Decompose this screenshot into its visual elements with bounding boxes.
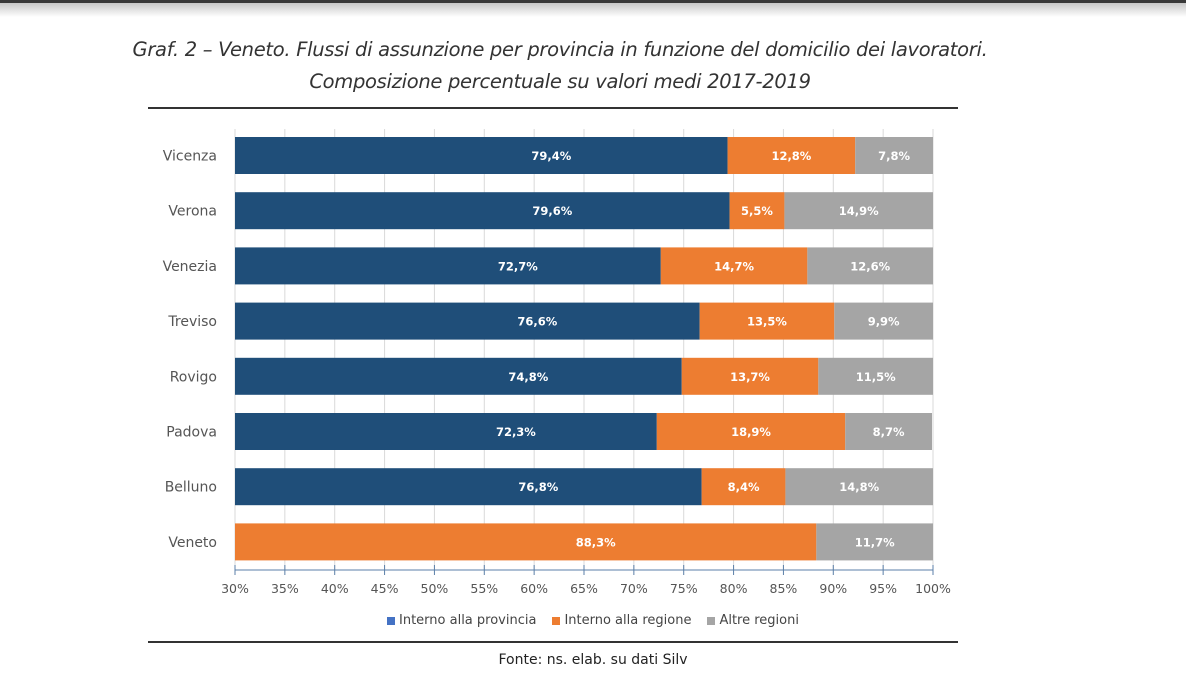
bar-segment-interno-alla-regione [701, 468, 786, 506]
x-tick-label: 50% [421, 581, 449, 596]
data-label: 79,4% [531, 149, 571, 163]
category-label: Vicenza [163, 149, 217, 165]
data-label: 9,9% [868, 315, 900, 329]
x-tick-label: 55% [470, 581, 498, 596]
x-tick-label: 30% [221, 581, 249, 596]
bar-segment-interno-alla-provincia [235, 137, 728, 174]
bar-segment-altre-regioni [845, 413, 933, 450]
category-label: Treviso [167, 314, 217, 330]
window-top-bar [0, 0, 1186, 3]
top-rule [148, 107, 958, 109]
x-tick-label: 35% [271, 581, 299, 596]
data-label: 76,6% [517, 315, 557, 329]
bar-segment-altre-regioni [834, 302, 933, 340]
bar-segment-altre-regioni [855, 137, 933, 174]
legend-label: Altre regioni [719, 613, 799, 628]
x-tick-label: 95% [869, 581, 897, 596]
bar-segment-altre-regioni [807, 247, 933, 285]
legend-swatch-icon [552, 616, 561, 625]
bar-segment-interno-alla-regione [656, 413, 846, 450]
bar-segment-interno-alla-regione [660, 247, 808, 285]
source-note: Fonte: ns. elab. su dati Silv [498, 652, 688, 668]
legend: Interno alla provincia Interno alla regio… [300, 613, 886, 628]
category-label: Veneto [168, 535, 217, 551]
legend-item: Altre regioni [707, 613, 799, 628]
legend-item: Interno alla regione [552, 613, 691, 628]
bar-segment-interno-alla-provincia [235, 357, 682, 395]
data-label: 72,7% [498, 259, 538, 273]
legend-item: Interno alla provincia [387, 613, 536, 628]
category-label: Rovigo [170, 369, 217, 385]
x-tick-label: 45% [371, 581, 399, 596]
category-label: Padova [166, 425, 217, 441]
bar-segment-interno-alla-regione [235, 523, 817, 561]
x-tick-label: 60% [520, 581, 548, 596]
bar-segment-interno-alla-provincia [235, 468, 702, 506]
data-label: 13,5% [747, 315, 787, 329]
legend-swatch-icon [707, 616, 716, 625]
data-label: 79,6% [532, 204, 572, 218]
bars: 79,4% 12,8% 7,8% 79,6% 5,5% 14,9% 72,7% 14,7% 12… [235, 137, 933, 561]
category-label: Venezia [163, 259, 217, 275]
x-tick-label: 100% [915, 581, 951, 596]
bar-segment-altre-regioni [816, 523, 933, 561]
x-tick-label: 90% [819, 581, 847, 596]
chart-title-line-2: Composizione percentuale su valori medi … [309, 70, 811, 93]
data-label: 12,8% [771, 149, 811, 163]
category-labels: Vicenza Verona Venezia Treviso Rovigo Padova B… [163, 149, 217, 551]
bar-segment-interno-alla-provincia [235, 192, 730, 230]
bar-segment-interno-alla-provincia [235, 413, 657, 450]
x-tick-label: 70% [620, 581, 648, 596]
x-tick-label: 85% [770, 581, 798, 596]
data-label: 18,9% [731, 425, 771, 439]
x-axis: 30% 35% 40% 45% 50% 55% 60% 65% 70% 75% 80% 85% 90% 9… [221, 565, 951, 596]
data-label: 14,9% [839, 204, 879, 218]
bar-segment-interno-alla-provincia [235, 302, 700, 340]
legend-swatch-icon [387, 616, 395, 625]
bar-segment-interno-alla-provincia [235, 247, 661, 285]
window-top-shadow [0, 3, 1186, 17]
data-label: 11,7% [855, 535, 895, 549]
data-label: 13,7% [730, 370, 770, 384]
data-label: 88,3% [576, 535, 616, 549]
bar-segment-interno-alla-regione [681, 357, 819, 395]
data-label: 12,6% [850, 259, 890, 273]
bar-segment-interno-alla-regione [727, 137, 856, 174]
data-label: 11,5% [856, 370, 896, 384]
data-label: 74,8% [508, 370, 548, 384]
legend-label: Interno alla regione [564, 613, 692, 628]
chart-title-line-1: Graf. 2 – Veneto. Flussi di assunzione p… [132, 38, 988, 61]
x-tick-label: 75% [670, 581, 698, 596]
bar-segment-interno-alla-regione [729, 192, 785, 230]
x-tick-label: 65% [570, 581, 598, 596]
data-label: 7,8% [878, 149, 910, 163]
bar-segment-altre-regioni [785, 468, 933, 506]
category-label: Verona [168, 204, 217, 220]
category-label: Belluno [165, 480, 217, 496]
data-label: 14,8% [839, 480, 879, 494]
bar-segment-interno-alla-regione [699, 302, 835, 340]
bar-segment-altre-regioni [784, 192, 933, 230]
data-label: 8,4% [728, 480, 760, 494]
bar-segment-altre-regioni [818, 357, 933, 395]
x-tick-label: 40% [321, 581, 349, 596]
x-tick-label: 80% [720, 581, 748, 596]
data-label: 72,3% [496, 425, 536, 439]
data-label: 76,8% [518, 480, 558, 494]
data-label: 8,7% [873, 425, 905, 439]
bottom-rule [148, 641, 958, 643]
legend-label: Interno alla provincia [399, 613, 537, 628]
data-label: 5,5% [741, 204, 773, 218]
data-label: 14,7% [714, 259, 754, 273]
